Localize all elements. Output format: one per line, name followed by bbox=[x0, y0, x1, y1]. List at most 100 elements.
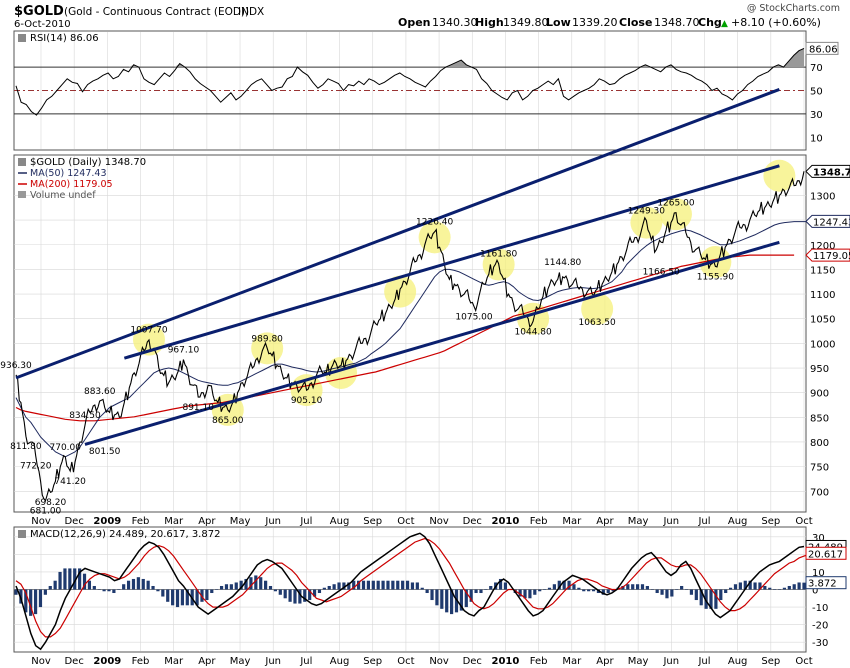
macd-histogram-bar bbox=[503, 582, 508, 590]
macd-histogram-bar bbox=[425, 589, 429, 594]
macd-histogram-bar bbox=[792, 584, 796, 590]
macd-histogram-bar bbox=[63, 568, 67, 590]
macd-tick-label: 10 bbox=[812, 568, 825, 579]
channel-trendline bbox=[15, 88, 780, 380]
macd-histogram-bar bbox=[694, 589, 698, 601]
price-annotation: 681.00 bbox=[30, 507, 62, 517]
macd-histogram-bar bbox=[278, 589, 282, 595]
macd-histogram-bar bbox=[102, 589, 106, 592]
macd-histogram-bar bbox=[317, 589, 322, 594]
macd-histogram-bar bbox=[655, 589, 659, 594]
price-annotation: 770.00 bbox=[50, 443, 82, 453]
macd-histogram-bar bbox=[24, 589, 28, 613]
macd-histogram-bar bbox=[768, 587, 772, 590]
open-value: 1340.30 bbox=[432, 16, 478, 29]
x-tick-label-macd: Oct bbox=[795, 656, 812, 667]
macd-tick-label: 30 bbox=[812, 533, 825, 544]
axis-layer: Nov Nov Dec Dec 2009 2009 Feb Feb Mar Mar Apr Apr Ma… bbox=[31, 41, 850, 667]
price-annotation: 905.10 bbox=[291, 396, 323, 406]
macd-histogram-bar bbox=[78, 568, 82, 590]
ma200-line bbox=[15, 254, 795, 422]
macd-histogram-bar bbox=[161, 589, 165, 597]
x-tick-label-macd: Jul bbox=[299, 656, 312, 667]
macd-histogram-bar bbox=[244, 578, 248, 590]
macd-histogram-bar bbox=[224, 584, 229, 590]
x-tick-label-price: Nov bbox=[31, 516, 51, 527]
x-tick-label-macd: 2010 bbox=[492, 656, 520, 667]
price-value-tag-text: 1247.43 bbox=[813, 217, 850, 228]
x-tick-label-price: Aug bbox=[728, 516, 748, 527]
pivot-highlight bbox=[581, 292, 614, 325]
macd-histogram-bar bbox=[288, 589, 292, 602]
series-layer bbox=[14, 47, 815, 651]
macd-histogram-bar bbox=[435, 589, 439, 606]
x-tick-label-price: Aug bbox=[330, 516, 350, 527]
macd-histogram-bar bbox=[626, 584, 630, 590]
macd-histogram-bar bbox=[195, 589, 199, 606]
macd-histogram-bar bbox=[273, 589, 278, 592]
x-tick-label-macd: Jul bbox=[697, 656, 710, 667]
price-annotation: 1265.00 bbox=[657, 199, 694, 209]
macd-histogram-bar bbox=[97, 589, 101, 590]
x-tick-label-price: Oct bbox=[795, 516, 812, 527]
macd-histogram-bar bbox=[684, 589, 689, 590]
price-annotation: 741.20 bbox=[54, 477, 86, 487]
macd-histogram-bar bbox=[347, 582, 351, 590]
price-annotation: 1007.70 bbox=[130, 326, 167, 336]
macd-histogram-bar bbox=[259, 577, 263, 590]
macd-histogram-bar bbox=[469, 589, 473, 602]
price-annotation: 811.80 bbox=[10, 442, 42, 452]
x-tick-label-macd: Sep bbox=[761, 656, 780, 667]
macd-histogram-bar bbox=[92, 585, 96, 590]
x-tick-label-macd: Jun bbox=[264, 656, 281, 667]
macd-histogram-bar bbox=[361, 580, 366, 590]
x-tick-label-macd: 2009 bbox=[93, 656, 121, 667]
macd-histogram-bar bbox=[112, 589, 116, 594]
macd-histogram-bar bbox=[239, 580, 243, 590]
macd-histogram-bar bbox=[415, 582, 419, 590]
price-annotation: 1249.30 bbox=[628, 206, 665, 216]
macd-histogram-bar bbox=[166, 589, 170, 602]
macd-histogram-bar bbox=[210, 589, 214, 594]
price-tick-label: 700 bbox=[810, 487, 829, 498]
macd-legend: MACD(12,26,9) 24.489, 20.617, 3.872 bbox=[30, 529, 220, 540]
macd-histogram-bar bbox=[670, 589, 674, 597]
macd-histogram-bar bbox=[405, 580, 410, 590]
macd-histogram-bar bbox=[73, 568, 77, 590]
macd-histogram-bar bbox=[126, 580, 131, 590]
x-tick-label-macd: Feb bbox=[530, 656, 548, 667]
macd-histogram-bar bbox=[611, 589, 615, 592]
x-tick-label-price: Apr bbox=[596, 516, 614, 527]
macd-histogram-bar bbox=[640, 584, 645, 590]
x-tick-label-price: Oct bbox=[397, 516, 414, 527]
macd-histogram-bar bbox=[587, 589, 591, 592]
price-value-tag bbox=[805, 164, 850, 178]
price-annotation: 1063.50 bbox=[579, 318, 616, 328]
macd-histogram-bar bbox=[401, 580, 405, 590]
macd-legend-swatch bbox=[18, 530, 26, 538]
macd-tick-label: -10 bbox=[812, 603, 828, 614]
macd-histogram-bar bbox=[440, 589, 444, 609]
macd-histogram-bar bbox=[371, 580, 375, 590]
macd-histogram-bar bbox=[396, 580, 400, 590]
rsi-overbought-fill bbox=[16, 48, 804, 68]
macd-histogram-bar bbox=[283, 589, 287, 599]
macd-signal-line bbox=[15, 537, 815, 638]
macd-histogram-bar bbox=[381, 580, 385, 590]
macd-histogram-bar bbox=[474, 589, 478, 594]
macd-histogram-bar bbox=[782, 587, 787, 590]
macd-histogram-bar bbox=[538, 589, 542, 592]
rsi-legend-swatch bbox=[18, 34, 26, 42]
price-tick-label: 850 bbox=[810, 413, 829, 424]
rsi-value-tag bbox=[805, 41, 839, 55]
macd-histogram-bar bbox=[665, 589, 669, 599]
low-value: 1339.20 bbox=[572, 16, 618, 29]
macd-histogram-bar bbox=[234, 582, 238, 590]
macd-histogram-bar bbox=[366, 580, 370, 590]
price-annotation: 1044.80 bbox=[515, 327, 552, 337]
macd-histogram-bar bbox=[635, 584, 640, 590]
price-annotation: 883.60 bbox=[84, 387, 116, 397]
macd-histogram-bar bbox=[215, 589, 219, 590]
macd-histogram-bar bbox=[577, 587, 581, 590]
